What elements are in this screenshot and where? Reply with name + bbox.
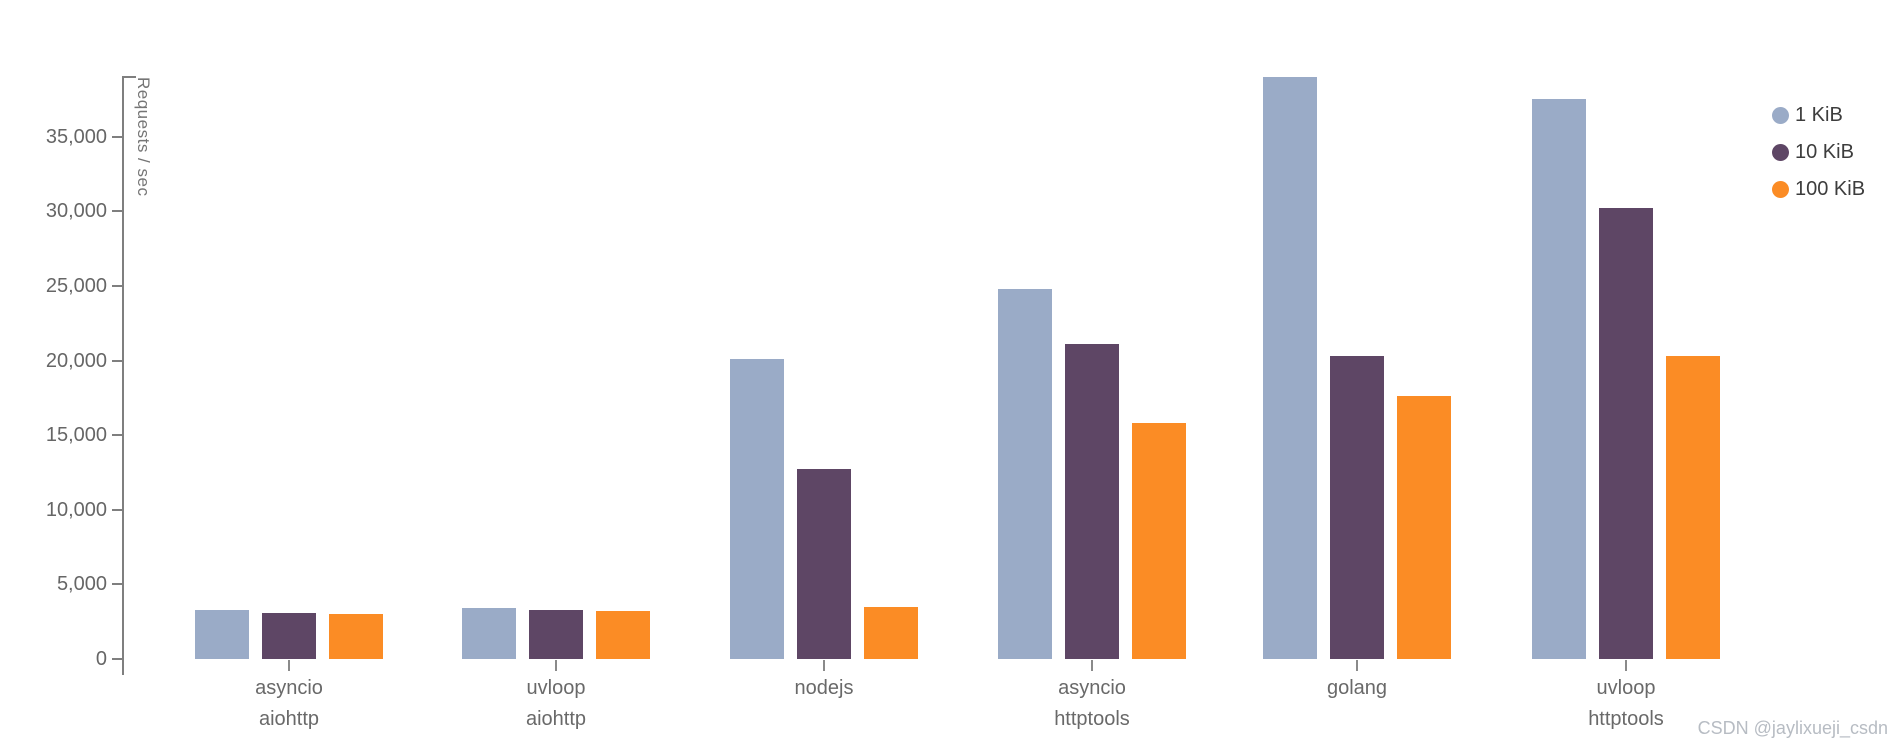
y-axis-line bbox=[122, 77, 124, 675]
bar-nodejs-1KiB bbox=[730, 359, 784, 659]
x-tick-label-line: asyncio bbox=[255, 677, 323, 699]
x-tick bbox=[1091, 660, 1093, 671]
y-tick bbox=[112, 210, 123, 213]
y-axis-title: Requests / sec bbox=[134, 77, 153, 197]
bar-uvloop-httptools-10KiB bbox=[1599, 208, 1653, 659]
bar-golang-100KiB bbox=[1397, 396, 1451, 659]
bar-nodejs-100KiB bbox=[864, 607, 918, 659]
legend-swatch-icon bbox=[1772, 181, 1789, 198]
x-tick-label-line: aiohttp bbox=[258, 708, 320, 730]
bar-asyncio-httptools-10KiB bbox=[1065, 344, 1119, 659]
y-tick-label: 10,000 bbox=[45, 498, 107, 521]
legend-item-1KiB: 1 KiB bbox=[1772, 103, 1865, 128]
legend-label: 100 KiB bbox=[1795, 178, 1866, 200]
x-tick-label-line: aiohttp bbox=[525, 708, 587, 730]
y-tick-label: 25,000 bbox=[45, 274, 107, 297]
x-tick bbox=[823, 660, 825, 671]
y-tick-label: 15,000 bbox=[45, 424, 107, 447]
bar-nodejs-10KiB bbox=[797, 469, 851, 659]
y-tick-label: 30,000 bbox=[45, 200, 107, 223]
y-tick bbox=[112, 583, 123, 586]
y-tick-label: 5,000 bbox=[56, 573, 107, 596]
watermark: CSDN @jaylixueji_csdn bbox=[1697, 718, 1888, 738]
y-tick bbox=[112, 658, 123, 660]
y-tick bbox=[112, 135, 123, 138]
y-tick bbox=[112, 284, 123, 287]
bar-asyncio-httptools-100KiB bbox=[1132, 423, 1186, 659]
y-tick-label: 35,000 bbox=[45, 125, 107, 148]
x-tick-label: nodejs bbox=[714, 673, 934, 704]
legend-label: 1 KiB bbox=[1795, 104, 1843, 126]
x-tick-label: uvloop httptools bbox=[1516, 673, 1736, 735]
bar-uvloop-httptools-1KiB bbox=[1532, 99, 1586, 659]
bar-uvloop-aiohttp-100KiB bbox=[596, 611, 650, 659]
bar-asyncio-aiohttp-10KiB bbox=[262, 613, 316, 659]
bar-golang-1KiB bbox=[1263, 77, 1317, 659]
x-tick-label: golang bbox=[1247, 673, 1467, 704]
x-tick-label: asyncio httptools bbox=[982, 673, 1202, 735]
legend-swatch-icon bbox=[1772, 144, 1789, 161]
legend-label: 10 KiB bbox=[1795, 141, 1854, 163]
bar-uvloop-aiohttp-1KiB bbox=[462, 608, 516, 659]
x-tick bbox=[555, 660, 557, 671]
legend-item-10KiB: 10 KiB bbox=[1772, 140, 1865, 165]
bar-golang-10KiB bbox=[1330, 356, 1384, 659]
x-tick-label-line: nodejs bbox=[794, 677, 854, 699]
x-tick bbox=[1625, 660, 1627, 671]
bar-asyncio-aiohttp-1KiB bbox=[195, 610, 249, 659]
x-tick-label-line: uvloop bbox=[526, 677, 586, 699]
x-tick-label-line: asyncio bbox=[1058, 677, 1126, 699]
x-tick-label-line: uvloop bbox=[1596, 677, 1656, 699]
x-tick-label-line: httptools bbox=[1588, 708, 1664, 730]
y-tick bbox=[112, 508, 123, 511]
x-tick-label: uvloop aiohttp bbox=[446, 673, 666, 735]
legend: 1 KiB 10 KiB 100 KiB bbox=[1772, 103, 1865, 214]
x-tick-label-line: httptools bbox=[1054, 708, 1130, 730]
x-tick-label-line: golang bbox=[1326, 677, 1388, 699]
legend-swatch-icon bbox=[1772, 107, 1789, 124]
bar-uvloop-httptools-100KiB bbox=[1666, 356, 1720, 659]
x-tick bbox=[288, 660, 290, 671]
x-tick-label: asyncio aiohttp bbox=[179, 673, 399, 735]
legend-item-100KiB: 100 KiB bbox=[1772, 177, 1865, 202]
y-tick bbox=[112, 434, 123, 437]
y-tick bbox=[112, 359, 123, 362]
y-tick-label: 20,000 bbox=[45, 349, 107, 372]
bar-asyncio-httptools-1KiB bbox=[998, 289, 1052, 659]
x-tick bbox=[1356, 660, 1358, 671]
y-axis-top-cap bbox=[122, 76, 136, 78]
y-tick-label: 0 bbox=[95, 648, 107, 670]
bar-uvloop-aiohttp-10KiB bbox=[529, 610, 583, 659]
bar-asyncio-aiohttp-100KiB bbox=[329, 614, 383, 659]
